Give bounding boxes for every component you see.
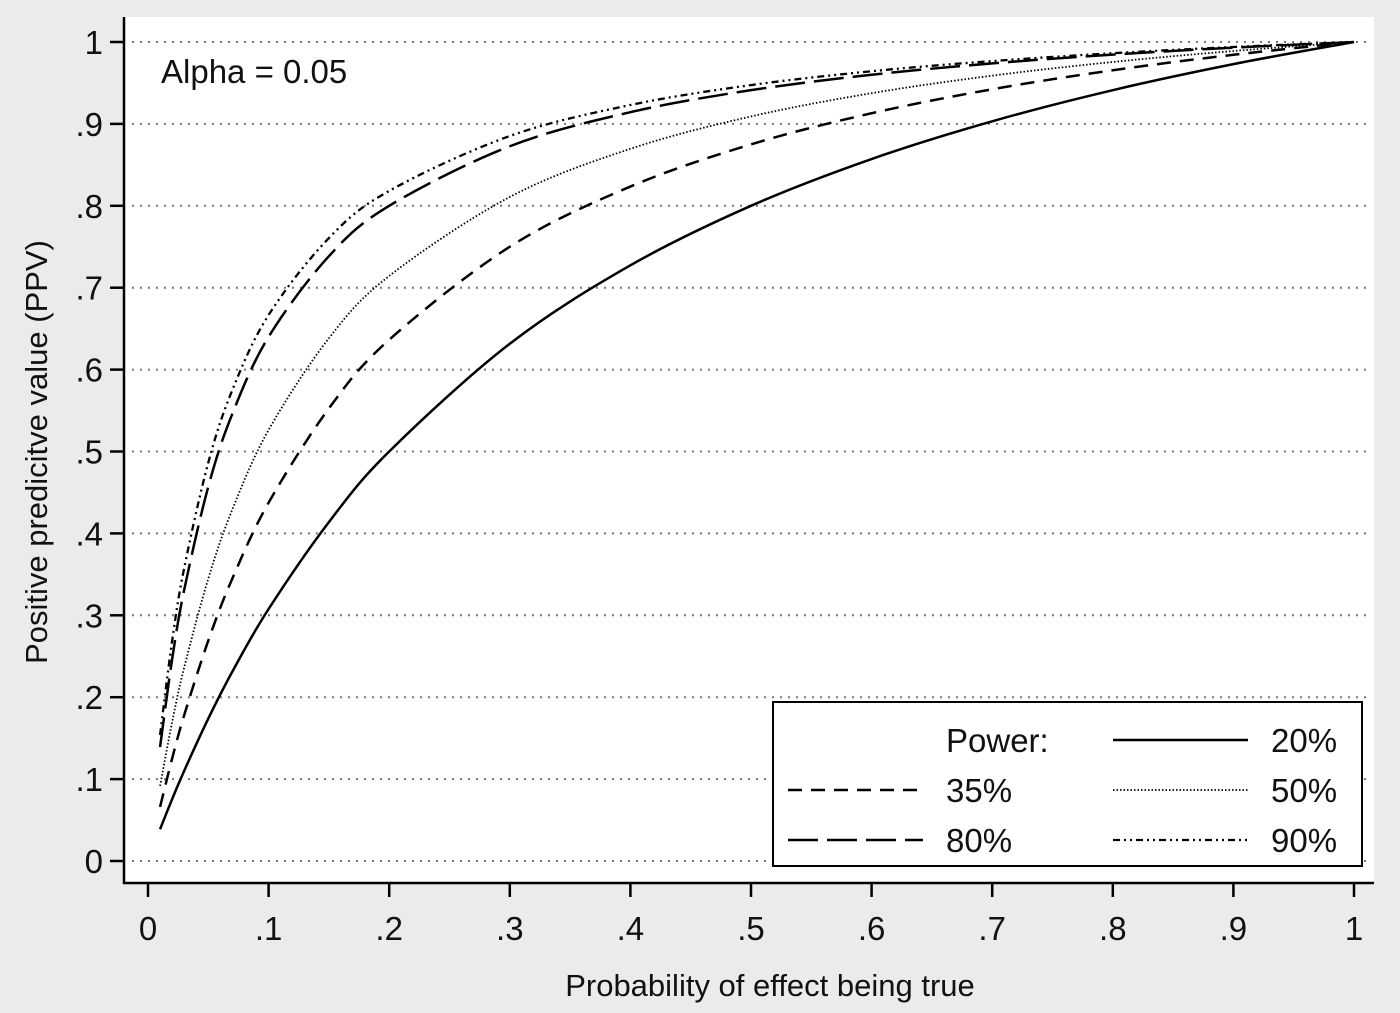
series-line-20pct xyxy=(158,40,1355,830)
y-tick-label: 1 xyxy=(85,24,103,61)
series-line-50pct xyxy=(159,41,1355,787)
y-tick-label: 0 xyxy=(85,843,103,880)
legend-box xyxy=(772,701,1363,867)
x-axis-ticks: 0 .1 .2 .3 .4 .5 .6 .7 .8 .9 1 xyxy=(139,883,1363,947)
legend-label: 90% xyxy=(1271,822,1337,859)
y-tick-label: .1 xyxy=(75,761,103,798)
x-tick-label: .7 xyxy=(978,910,1006,947)
x-tick-label: .4 xyxy=(617,910,645,947)
x-axis-title: Probability of effect being true xyxy=(565,968,975,1003)
y-tick-label: .9 xyxy=(75,106,103,143)
x-tick-label: .6 xyxy=(858,910,886,947)
x-tick-label: 1 xyxy=(1345,910,1363,947)
series-line-80pct xyxy=(158,40,1355,748)
x-tick-label: .5 xyxy=(737,910,765,947)
series-line-35pct xyxy=(158,40,1355,808)
x-tick-label: .9 xyxy=(1220,910,1248,947)
y-tick-label: .8 xyxy=(75,188,103,225)
y-axis-ticks: 0 .1 .2 .3 .4 .5 .6 .7 .8 .9 1 xyxy=(75,24,124,880)
y-tick-label: .5 xyxy=(75,434,103,471)
y-tick-label: .6 xyxy=(75,352,103,389)
legend-label: 20% xyxy=(1271,722,1337,759)
y-axis-title: Positive predicitve value (PPV) xyxy=(19,240,54,664)
legend-label: 35% xyxy=(946,772,1012,809)
series-lines xyxy=(158,40,1355,830)
y-tick-label: .2 xyxy=(75,679,103,716)
x-tick-label: 0 xyxy=(139,910,157,947)
legend-label: 50% xyxy=(1271,772,1337,809)
legend: Power: 20% 35% 50% 80% 90% xyxy=(772,701,1363,867)
alpha-annotation: Alpha = 0.05 xyxy=(161,53,347,90)
legend-label: 80% xyxy=(946,822,1012,859)
y-tick-label: .7 xyxy=(75,270,103,307)
x-tick-label: .1 xyxy=(255,910,283,947)
x-tick-label: .8 xyxy=(1099,910,1127,947)
x-tick-label: .2 xyxy=(375,910,403,947)
y-tick-label: .4 xyxy=(75,515,103,552)
legend-title: Power: xyxy=(946,722,1049,759)
x-tick-label: .3 xyxy=(496,910,524,947)
y-tick-label: .3 xyxy=(75,597,103,634)
